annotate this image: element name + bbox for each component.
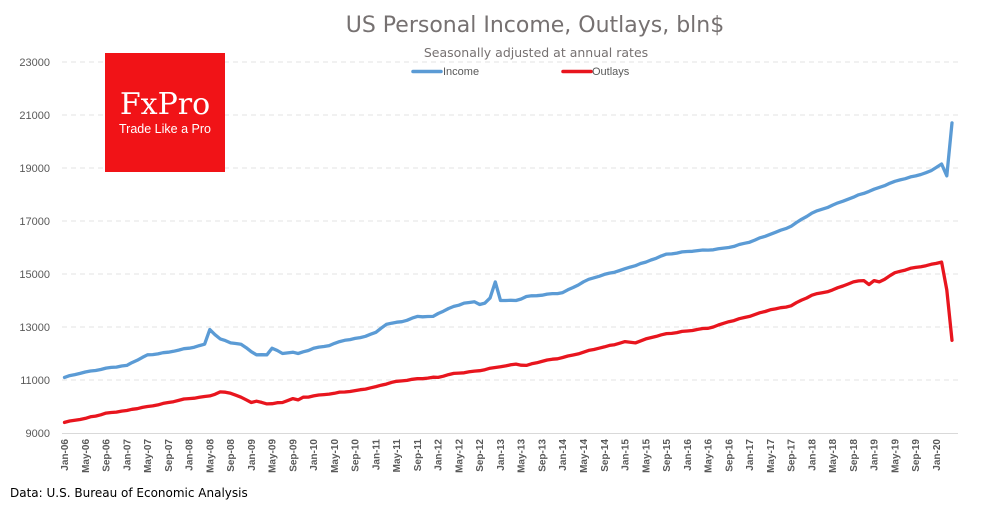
- fxpro-logo: FxPro Trade Like a Pro: [105, 53, 225, 172]
- chart-title: US Personal Income, Outlays, bln$: [346, 13, 724, 38]
- x-tick-label: May-09: [268, 439, 279, 473]
- x-tick-label: Jan-13: [496, 439, 507, 471]
- y-tick-label: 21000: [19, 110, 50, 122]
- y-tick-label: 17000: [19, 216, 50, 228]
- x-tick-label: Jan-18: [807, 439, 818, 471]
- x-tick-label: May-10: [330, 439, 341, 473]
- x-tick-label: Jan-14: [558, 439, 569, 471]
- y-tick-label: 15000: [19, 269, 50, 281]
- logo-brand: FxPro: [120, 87, 210, 122]
- y-tick-label: 9000: [26, 428, 50, 440]
- x-tick-label: Jan-16: [683, 439, 694, 471]
- logo-tagline: Trade Like a Pro: [119, 122, 211, 136]
- series-line-income: [62, 121, 954, 380]
- y-tick-label: 13000: [19, 322, 50, 334]
- x-tick-label: Jan-15: [621, 439, 632, 471]
- x-tick-label: Sep-11: [413, 439, 424, 472]
- y-tick-label: 23000: [19, 57, 50, 69]
- x-tick-label: May-16: [704, 439, 715, 473]
- source-note: Data: U.S. Bureau of Economic Analysis: [10, 486, 248, 500]
- x-tick-label: Jan-10: [309, 439, 320, 471]
- x-tick-label: May-17: [766, 439, 777, 473]
- chart-subtitle: Seasonally adjusted at annual rates: [424, 45, 648, 60]
- x-tick-label: May-13: [517, 439, 528, 473]
- logo-background: [105, 53, 225, 172]
- y-axis-ticks: 9000 11000 13000 15000 17000 19000 21000 23000: [19, 57, 50, 440]
- x-tick-label: May-12: [454, 439, 465, 473]
- legend-label-income: Income: [443, 66, 479, 78]
- x-tick-label: May-19: [890, 439, 901, 473]
- legend: Income Outlays: [411, 66, 630, 78]
- x-tick-label: Jan-07: [122, 439, 133, 471]
- x-tick-label: Sep-06: [102, 439, 113, 472]
- x-tick-label: Sep-15: [662, 439, 673, 472]
- x-tick-label: Jan-08: [185, 439, 196, 471]
- x-tick-label: May-06: [81, 439, 92, 473]
- x-tick-label: Jan-11: [371, 439, 382, 471]
- x-tick-label: Sep-08: [226, 439, 237, 472]
- series-lines: [62, 121, 954, 425]
- x-tick-label: Jan-12: [434, 439, 445, 471]
- x-tick-label: Sep-16: [724, 439, 735, 472]
- x-tick-label: May-15: [641, 439, 652, 473]
- legend-label-outlays: Outlays: [592, 66, 630, 78]
- x-tick-label: Sep-19: [911, 439, 922, 472]
- x-tick-label: Jan-19: [870, 439, 881, 471]
- series-line-outlays: [62, 260, 954, 425]
- x-tick-label: Sep-07: [164, 439, 175, 472]
- x-tick-label: May-11: [392, 439, 403, 473]
- x-tick-label: Sep-13: [537, 439, 548, 472]
- x-tick-label: May-07: [143, 439, 154, 473]
- x-tick-label: Sep-14: [600, 439, 611, 472]
- x-tick-label: Jan-17: [745, 439, 756, 471]
- x-tick-label: Sep-10: [351, 439, 362, 472]
- x-tick-label: May-18: [828, 439, 839, 473]
- x-tick-label: Jan-06: [60, 439, 71, 471]
- x-tick-label: Sep-18: [849, 439, 860, 472]
- x-tick-label: Jan-20: [932, 439, 943, 471]
- x-tick-label: Sep-17: [787, 439, 798, 472]
- x-tick-label: Sep-12: [475, 439, 486, 472]
- x-axis-ticks: Jan-06 May-06 Sep-06 Jan-07 May-07 Sep-07 Jan-…: [60, 439, 943, 473]
- y-tick-label: 19000: [19, 163, 50, 175]
- x-tick-label: May-08: [205, 439, 216, 473]
- x-tick-label: Sep-09: [288, 439, 299, 472]
- y-tick-label: 11000: [20, 375, 50, 387]
- x-tick-label: May-14: [579, 439, 590, 473]
- x-tick-label: Jan-09: [247, 439, 258, 471]
